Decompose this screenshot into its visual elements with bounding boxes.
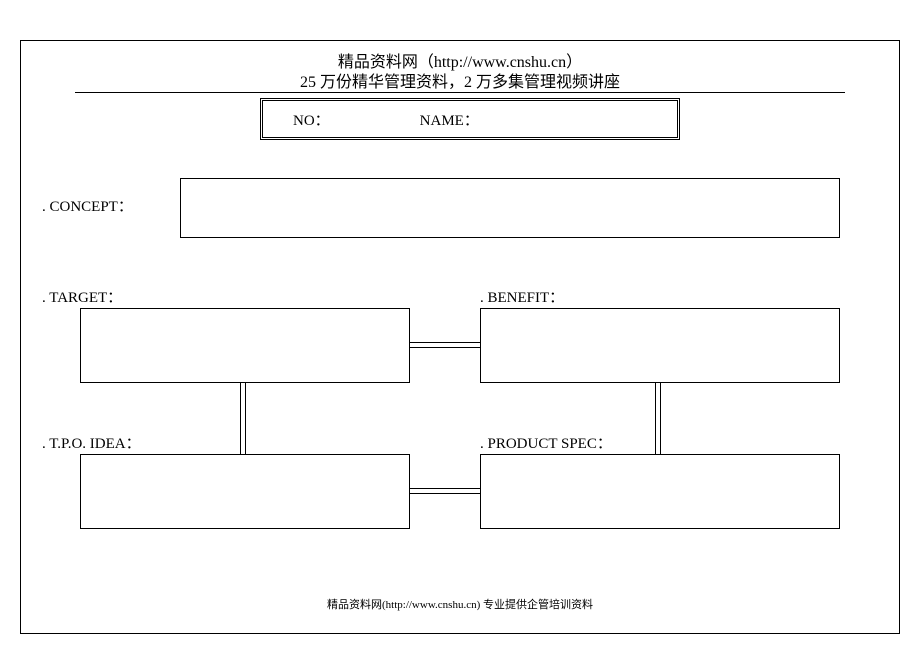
product-spec-label: . PRODUCT SPEC： [480,432,612,453]
benefit-label: . BENEFIT： [480,286,564,307]
connector-tpo-spec [410,488,480,494]
no-label: NO： [293,109,330,130]
header-subtitle: 25 万份精华管理资料，2 万多集管理视频讲座 [0,73,920,94]
header-title: 精品资料网（http://www.cnshu.cn） [0,53,920,74]
concept-label: . CONCEPT： [42,195,133,216]
footer-text: 精品资料网(http://www.cnshu.cn) 专业提供企管培训资料 [0,596,920,612]
tpo-idea-label: . T.P.O. IDEA： [42,432,141,453]
header-divider [75,92,845,93]
target-label: . TARGET： [42,286,122,307]
connector-target-tpo [240,383,246,454]
concept-box [180,178,840,238]
id-box: NO： NAME： [260,98,680,140]
connector-target-benefit [410,342,480,348]
product-spec-box [480,454,840,529]
tpo-idea-box [80,454,410,529]
connector-benefit-spec [655,383,661,454]
target-box [80,308,410,383]
benefit-box [480,308,840,383]
name-label: NAME： [420,109,479,130]
